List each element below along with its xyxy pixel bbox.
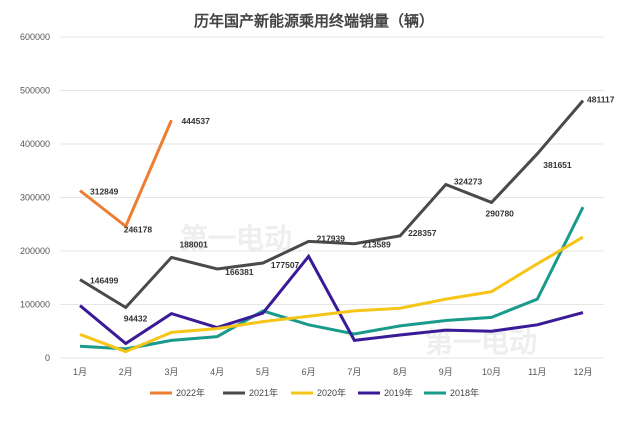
x-tick-label: 3月: [164, 367, 178, 377]
data-label: 217939: [317, 233, 346, 243]
data-label: 188001: [179, 239, 208, 249]
x-tick-label: 7月: [347, 367, 361, 377]
series-line-2022年: [79, 119, 173, 229]
x-tick-label: 9月: [439, 367, 453, 377]
x-tick-label: 5月: [256, 367, 270, 377]
data-label: 324273: [454, 177, 483, 187]
x-tick-label: 1月: [73, 367, 87, 377]
data-label: 228357: [408, 228, 437, 238]
data-label: 290780: [486, 208, 515, 218]
x-tick-label: 11月: [528, 367, 546, 377]
data-label: 444537: [181, 116, 210, 126]
y-tick-label: 500000: [20, 86, 50, 96]
legend-label: 2021年: [249, 387, 278, 398]
y-axis: 0 100000 200000 300000 400000 500000 600000: [20, 32, 50, 363]
x-tick-label: 12月: [573, 367, 592, 377]
series-line-2019年: [79, 253, 584, 346]
data-label: 213589: [362, 240, 391, 250]
series-line-2018年: [79, 206, 585, 351]
data-label: 481117: [587, 95, 615, 105]
x-tick-label: 2月: [119, 367, 133, 377]
data-label: 381651: [543, 160, 572, 170]
data-label: 166381: [225, 267, 254, 277]
y-tick-label: 600000: [20, 32, 50, 42]
x-tick-label: 4月: [210, 367, 224, 377]
series-line-2020年: [79, 235, 584, 354]
x-tick-label: 6月: [302, 367, 316, 377]
y-tick-label: 300000: [20, 193, 50, 203]
grid: [60, 36, 604, 359]
y-tick-label: 200000: [20, 246, 50, 256]
x-tick-label: 10月: [482, 367, 501, 377]
y-tick-label: 0: [45, 353, 50, 363]
data-label: 94432: [124, 313, 148, 323]
legend: 2022年 2021年 2020年 2019年 2018年: [150, 387, 479, 398]
y-tick-label: 400000: [20, 139, 50, 149]
data-label: 246178: [124, 224, 153, 234]
legend-label: 2018年: [450, 387, 479, 398]
legend-label: 2019年: [384, 387, 413, 398]
data-labels: 312849 246178 444537 146499 94432 188001 16638…: [90, 95, 615, 324]
x-tick-label: 8月: [393, 367, 407, 377]
x-axis: 1月 2月 3月 4月 5月 6月 7月 8月 9月 10月 11月 12月: [73, 367, 593, 377]
chart-title: 历年国产新能源乘用终端销量（辆）: [194, 12, 434, 30]
data-label: 177507: [271, 260, 300, 270]
data-label: 146499: [90, 276, 119, 286]
series-line-2021年: [79, 99, 585, 310]
legend-label: 2022年: [176, 387, 205, 398]
series-group: [79, 99, 585, 354]
watermark-left: 第一电动: [180, 222, 292, 254]
data-label: 312849: [90, 187, 119, 197]
y-tick-label: 100000: [20, 300, 50, 310]
legend-label: 2020年: [317, 387, 346, 398]
